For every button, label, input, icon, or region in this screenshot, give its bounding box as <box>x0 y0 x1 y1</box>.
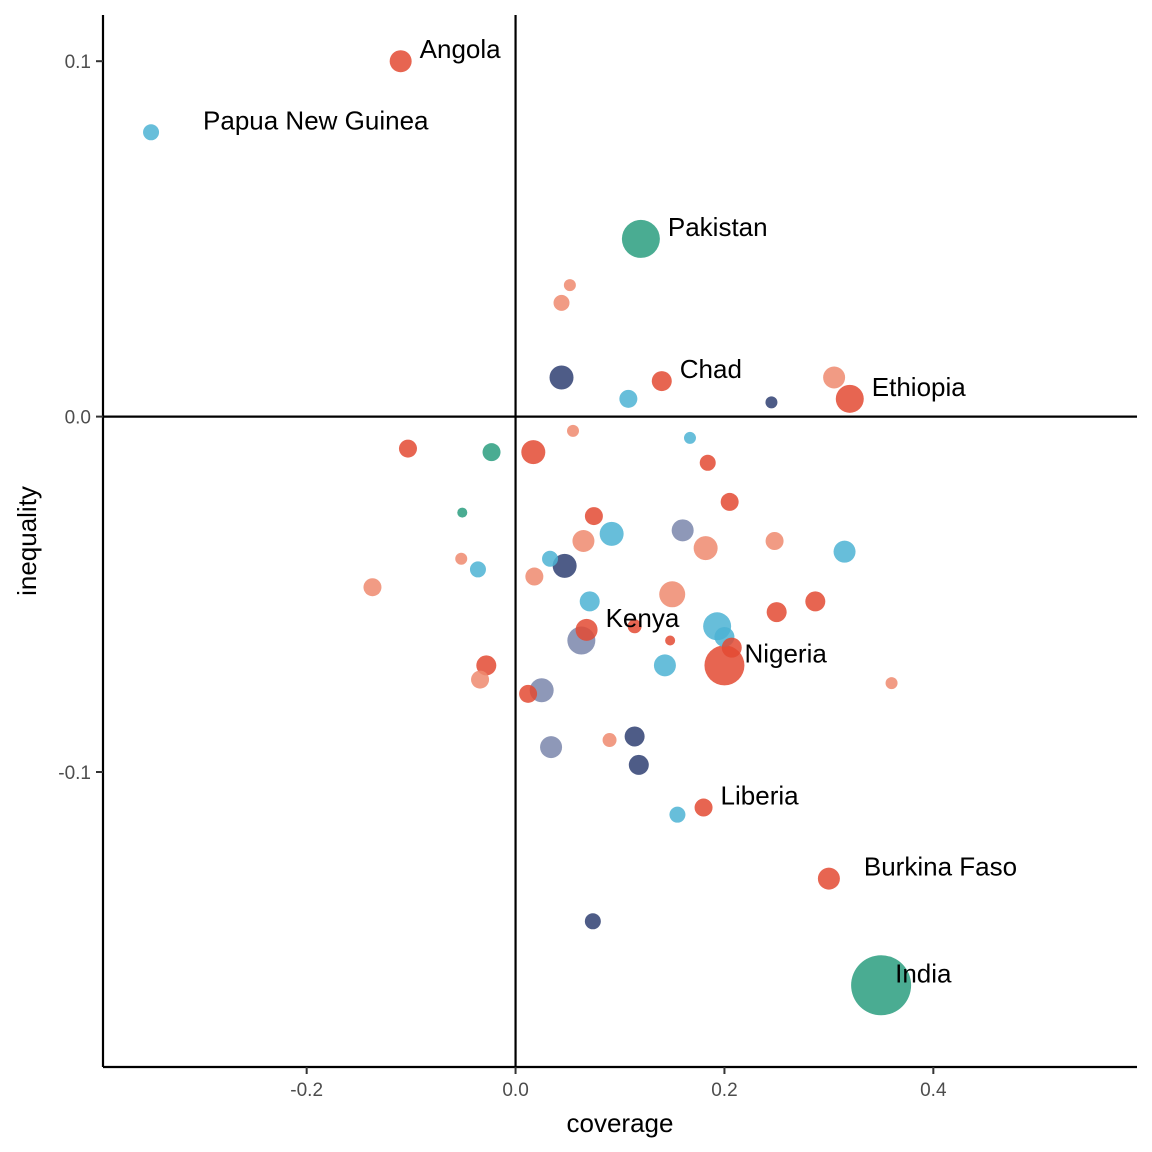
point-ethiopia <box>835 384 864 413</box>
data-point <box>833 540 856 563</box>
data-point <box>476 655 497 676</box>
data-point <box>720 492 739 511</box>
data-point <box>602 733 617 748</box>
data-point <box>540 736 563 759</box>
data-point <box>584 507 603 526</box>
data-point <box>628 754 649 775</box>
data-point <box>552 553 577 578</box>
label-nigeria: Nigeria <box>744 638 827 668</box>
data-point <box>693 536 718 561</box>
point-labels: Angola Papua New Guinea Pakistan Chad Ethiop… <box>203 34 1017 988</box>
axes: -0.2 0.0 0.2 0.4 -0.1 0.0 0.1 <box>58 15 1137 1101</box>
data-point <box>519 684 538 703</box>
data-point <box>823 366 846 389</box>
point-angola <box>389 50 412 73</box>
label-burkina-faso: Burkina Faso <box>864 852 1017 882</box>
reference-lines <box>103 15 1137 1067</box>
point-liberia <box>694 798 713 817</box>
data-point <box>469 561 486 578</box>
data-point <box>885 677 898 690</box>
data-point <box>599 521 624 546</box>
data-point <box>766 602 787 623</box>
data-point <box>765 532 784 550</box>
data-point <box>482 443 501 462</box>
label-india: India <box>895 958 952 988</box>
point-chad <box>651 371 672 392</box>
data-point <box>567 424 579 437</box>
label-ethiopia: Ethiopia <box>872 372 966 402</box>
data-point <box>805 591 826 612</box>
data-point <box>584 913 601 930</box>
y-axis-title: inequality <box>12 486 42 596</box>
x-axis-title: coverage <box>567 1108 674 1138</box>
data-point <box>671 519 694 542</box>
point-papua-new-guinea <box>143 124 160 141</box>
y-tick-label: 0.1 <box>65 52 91 73</box>
data-point <box>363 578 382 597</box>
data-point <box>579 591 600 612</box>
data-points <box>143 50 912 1016</box>
data-point <box>457 507 468 518</box>
data-point <box>542 550 559 567</box>
x-tick-label: 0.0 <box>502 1080 528 1101</box>
label-angola: Angola <box>420 34 501 64</box>
data-point <box>683 431 696 444</box>
data-point <box>553 294 570 311</box>
label-chad: Chad <box>680 354 742 384</box>
data-point <box>563 279 576 292</box>
point-burkina-faso <box>817 867 840 890</box>
label-liberia: Liberia <box>721 781 800 811</box>
data-point <box>521 440 546 465</box>
data-point <box>525 567 544 586</box>
point-kenya <box>575 618 598 641</box>
data-point <box>627 619 642 634</box>
y-tick-label: -0.1 <box>58 763 91 784</box>
data-point <box>665 635 676 646</box>
data-point <box>455 552 468 565</box>
point-pakistan <box>621 219 660 258</box>
data-point <box>653 654 676 677</box>
data-point <box>398 439 417 458</box>
data-point <box>619 389 638 408</box>
data-point <box>659 581 686 608</box>
x-tick-label: 0.2 <box>711 1080 737 1101</box>
x-tick-label: 0.4 <box>920 1080 947 1101</box>
data-point <box>549 365 574 390</box>
label-pakistan: Pakistan <box>668 212 768 242</box>
data-point <box>471 670 490 689</box>
label-papua-new-guinea: Papua New Guinea <box>203 105 429 135</box>
y-tick-label: 0.0 <box>65 408 91 429</box>
x-tick-label: -0.2 <box>290 1080 323 1101</box>
data-point <box>699 454 716 471</box>
data-point <box>624 726 645 747</box>
data-point <box>669 806 686 823</box>
data-point <box>721 637 742 658</box>
label-kenya: Kenya <box>606 603 680 633</box>
data-point <box>572 530 595 552</box>
data-point <box>765 396 778 409</box>
point-india <box>851 955 912 1016</box>
